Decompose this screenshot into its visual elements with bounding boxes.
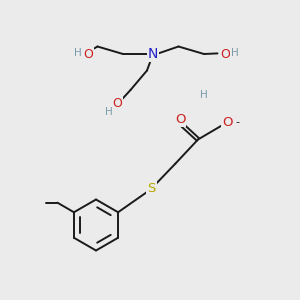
Text: O: O <box>222 116 232 129</box>
Text: O: O <box>83 47 93 61</box>
Text: H: H <box>105 107 113 117</box>
Text: -: - <box>236 117 240 127</box>
Text: N: N <box>148 47 158 61</box>
Text: H: H <box>200 89 208 100</box>
Text: O: O <box>220 47 230 61</box>
Text: H: H <box>231 47 239 58</box>
Text: O: O <box>175 113 185 126</box>
Text: S: S <box>147 182 156 195</box>
Text: H: H <box>74 47 82 58</box>
Text: O: O <box>112 97 122 110</box>
